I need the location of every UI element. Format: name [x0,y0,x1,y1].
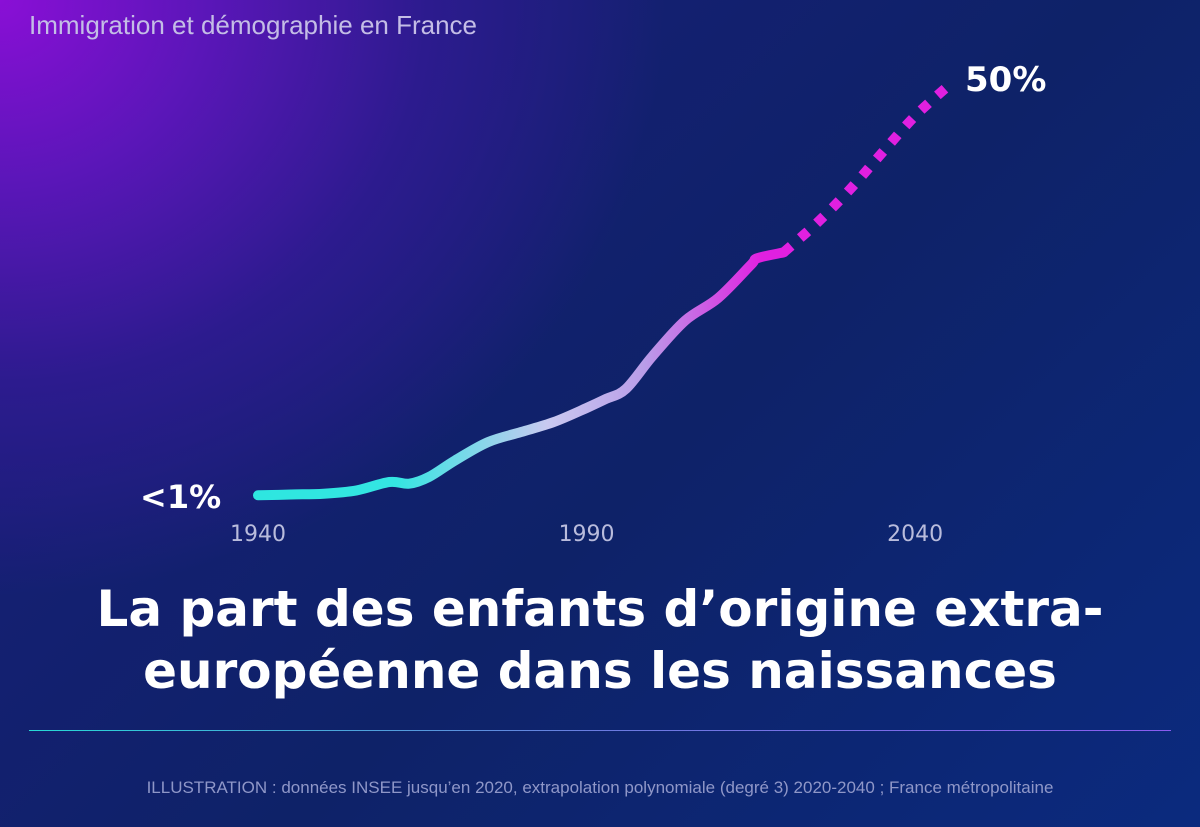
header-label: Immigration et démographie en France [29,10,478,40]
start-value-label: <1% [140,478,222,516]
end-value-label: 50% [965,60,1047,100]
series-observed-line [253,247,789,501]
divider [29,730,1171,731]
chart-title: La part des enfants d’origine extra-euro… [96,580,1104,700]
series-projection-line [780,82,952,257]
footnote: ILLUSTRATION : données INSEE jusqu’en 20… [146,778,1054,797]
